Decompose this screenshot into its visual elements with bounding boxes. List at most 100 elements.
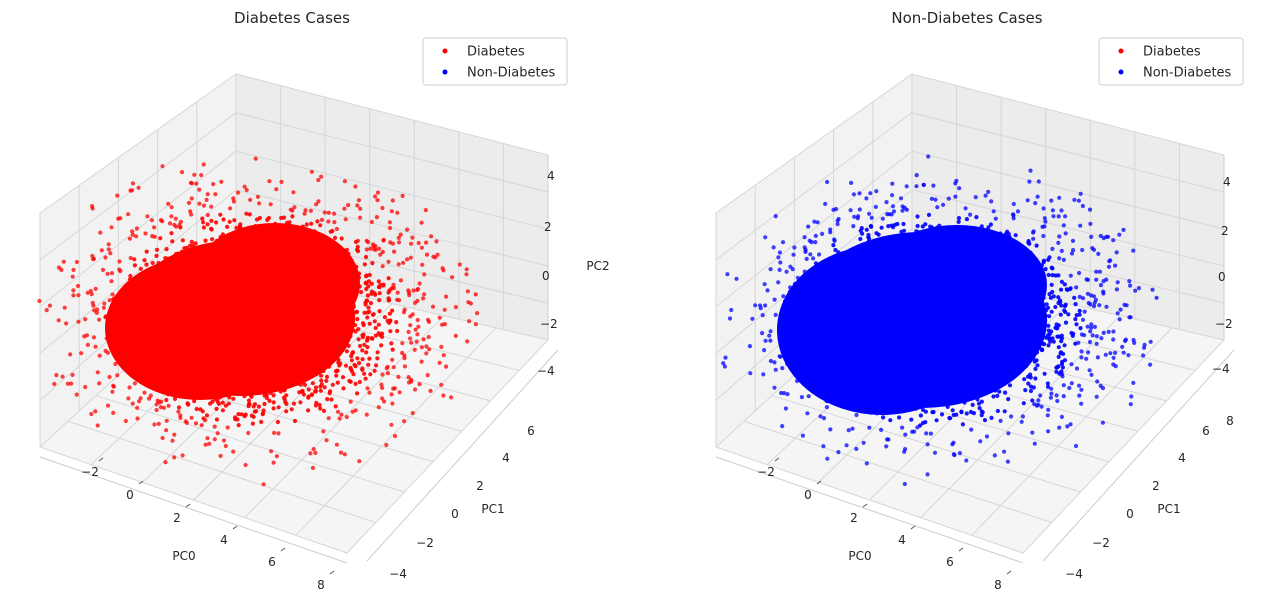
scatter-point bbox=[342, 452, 347, 457]
scatter-point bbox=[197, 201, 202, 206]
scatter-point bbox=[288, 274, 293, 279]
scatter-point bbox=[271, 378, 276, 383]
scatter-point bbox=[358, 215, 363, 220]
scatter-point bbox=[898, 336, 903, 341]
scatter-point bbox=[211, 338, 216, 343]
scatter-point bbox=[890, 181, 895, 186]
scatter-point bbox=[265, 335, 270, 340]
scatter-point bbox=[722, 364, 728, 369]
scatter-point bbox=[254, 289, 259, 294]
scatter-point bbox=[818, 414, 823, 419]
scatter-point bbox=[871, 339, 877, 344]
scatter-point bbox=[805, 411, 810, 416]
scatter-point bbox=[816, 314, 821, 319]
scatter-point bbox=[821, 259, 826, 264]
scatter-point bbox=[1111, 362, 1116, 367]
scatter-point bbox=[1041, 206, 1046, 211]
scatter-point bbox=[243, 412, 248, 417]
scatter-point bbox=[230, 311, 236, 316]
scatter-point bbox=[309, 273, 314, 278]
scatter-point bbox=[1004, 362, 1010, 367]
scatter-point bbox=[106, 247, 111, 252]
x-tick-mark bbox=[232, 525, 238, 530]
scatter-point bbox=[318, 406, 323, 411]
scatter-point bbox=[992, 383, 997, 388]
scatter-point bbox=[411, 288, 416, 293]
scatter-point bbox=[224, 345, 230, 350]
scatter-point bbox=[843, 344, 849, 350]
scatter-point bbox=[269, 312, 274, 317]
scatter-point bbox=[831, 277, 836, 282]
scatter-point bbox=[352, 276, 357, 281]
scatter-point bbox=[1101, 279, 1106, 284]
scatter-point bbox=[308, 375, 313, 380]
scatter-point bbox=[773, 214, 778, 219]
scatter-point bbox=[1079, 332, 1084, 337]
scatter-point bbox=[848, 263, 853, 268]
scatter-point bbox=[836, 362, 841, 367]
z-tick-label: −2 bbox=[1215, 317, 1233, 331]
scatter-point bbox=[397, 390, 402, 395]
scatter-point bbox=[933, 276, 939, 282]
scatter-point bbox=[1033, 268, 1038, 274]
scatter-point bbox=[1039, 333, 1044, 338]
scatter-point bbox=[778, 260, 783, 265]
scatter-point bbox=[105, 326, 110, 331]
scatter-point bbox=[928, 385, 933, 390]
scatter-point bbox=[864, 196, 869, 201]
y-tick-label: −4 bbox=[389, 567, 407, 581]
scatter-point bbox=[1114, 250, 1119, 255]
scatter-point bbox=[827, 276, 832, 281]
scatter-point bbox=[409, 241, 414, 246]
scatter-point bbox=[941, 202, 946, 207]
scatter-point bbox=[284, 355, 289, 360]
scatter-point bbox=[83, 384, 88, 390]
scatter-point bbox=[74, 392, 79, 397]
scatter-point bbox=[999, 353, 1004, 359]
scatter-point bbox=[216, 257, 222, 262]
scatter-point bbox=[182, 373, 187, 378]
scatter-point bbox=[869, 215, 874, 220]
scatter-point bbox=[1009, 274, 1014, 279]
scatter-point bbox=[329, 251, 334, 257]
scatter-point bbox=[760, 331, 765, 336]
scatter-point bbox=[152, 234, 157, 239]
y-tick-label: −2 bbox=[1092, 536, 1110, 550]
scatter-point bbox=[365, 315, 370, 320]
scatter-point bbox=[169, 205, 174, 210]
scatter-point bbox=[306, 408, 311, 413]
z-tick-label: 2 bbox=[544, 220, 552, 234]
scatter-point bbox=[367, 356, 372, 361]
scatter-point bbox=[324, 378, 329, 383]
scatter-point bbox=[279, 374, 284, 379]
scatter-point bbox=[878, 349, 883, 354]
scatter-point bbox=[1027, 270, 1032, 276]
scatter-point bbox=[256, 255, 261, 261]
scatter-point bbox=[806, 331, 811, 336]
scatter-point bbox=[780, 424, 785, 429]
scatter-point bbox=[864, 461, 869, 466]
scatter-point bbox=[265, 347, 270, 352]
scatter-point bbox=[279, 215, 284, 221]
scatter-point bbox=[879, 388, 884, 393]
scatter-point bbox=[235, 264, 241, 269]
scatter-point bbox=[335, 262, 340, 267]
scatter-point bbox=[951, 452, 957, 457]
scatter-point bbox=[1079, 387, 1084, 392]
scatter-point bbox=[242, 279, 247, 284]
scatter-point bbox=[236, 190, 241, 195]
scatter-point bbox=[1054, 365, 1059, 370]
scatter-point bbox=[306, 394, 311, 399]
scatter-point bbox=[840, 313, 845, 319]
scatter-point bbox=[175, 304, 181, 309]
chart-title: Non-Diabetes Cases bbox=[891, 9, 1042, 27]
scatter-point bbox=[813, 240, 818, 245]
scatter-point bbox=[238, 273, 243, 278]
scatter-point bbox=[430, 304, 436, 309]
scatter-point bbox=[979, 413, 984, 418]
scatter-point bbox=[1066, 312, 1071, 317]
scatter-point bbox=[158, 236, 163, 241]
scatter-point bbox=[1012, 285, 1017, 290]
scatter-point bbox=[813, 233, 818, 238]
scatter-point bbox=[1005, 253, 1010, 258]
